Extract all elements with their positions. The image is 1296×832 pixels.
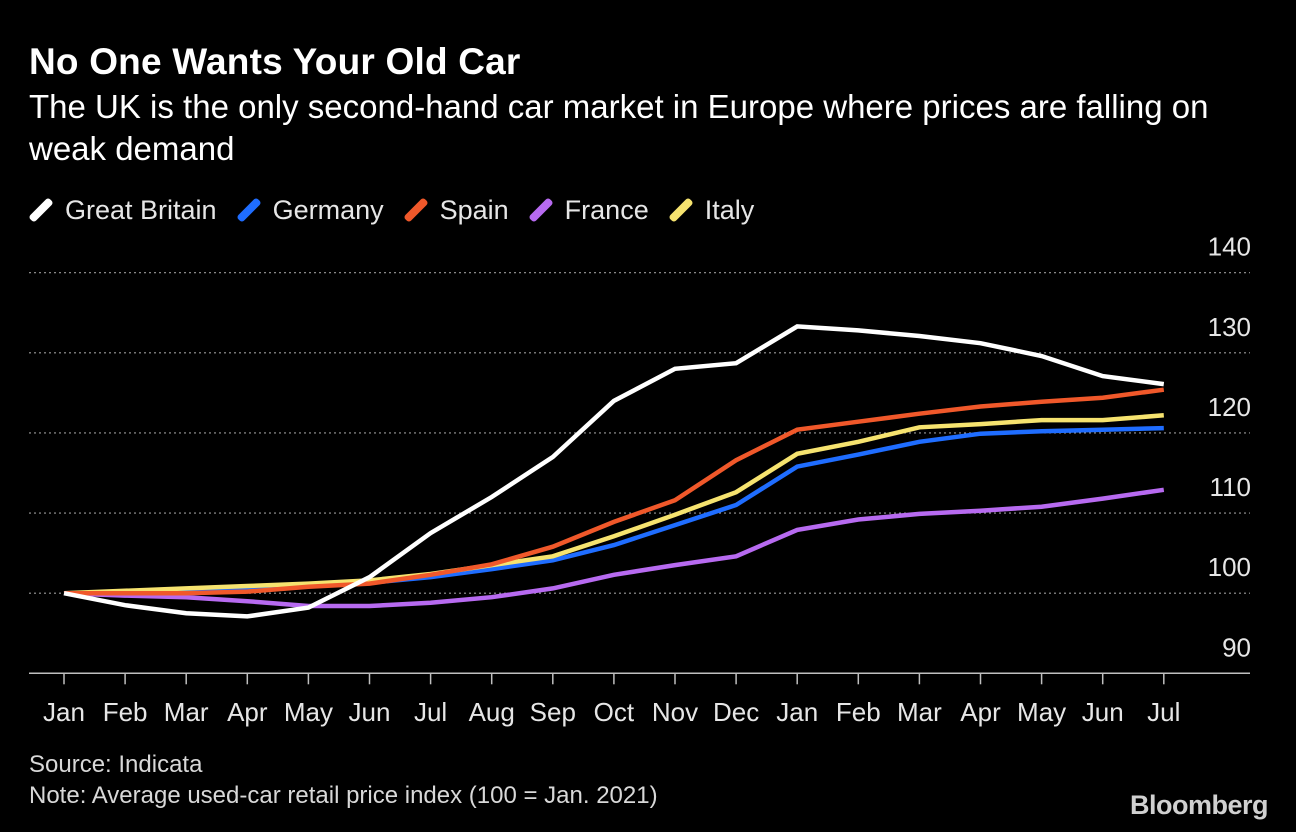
series-line-france (63, 487, 1165, 609)
x-tick-label: Jun (349, 697, 391, 727)
legend-item-germany: Germany (235, 194, 384, 226)
x-tick-label: Jul (1147, 697, 1180, 727)
series-line-great-britain (63, 324, 1165, 619)
x-tick-label: Feb (103, 697, 148, 727)
y-tick-label: 100 (1208, 552, 1251, 582)
x-tick-label: Jan (43, 697, 85, 727)
y-tick-label: 140 (1208, 232, 1251, 262)
legend-item-spain: Spain (402, 194, 509, 226)
series-line-spain (64, 387, 1165, 596)
x-tick-label: May (1017, 697, 1066, 727)
x-tick-label: Oct (594, 697, 635, 727)
x-tick-label: Dec (713, 697, 759, 727)
legend-item-italy: Italy (667, 194, 755, 226)
x-tick-label: Jan (776, 697, 818, 727)
x-tick-label: Feb (836, 697, 881, 727)
legend-label: France (564, 194, 649, 225)
x-tick-label: Aug (469, 697, 515, 727)
legend-label: Italy (704, 194, 755, 225)
x-tick-label: Jul (414, 697, 447, 727)
series-line-italy (63, 413, 1164, 596)
footnote: Note: Average used-car retail price inde… (29, 782, 658, 809)
y-tick-label: 110 (1210, 472, 1251, 502)
chart-subtitle: The UK is the only second-hand car marke… (29, 88, 1209, 167)
legend-item-great-britain: Great Britain (28, 194, 217, 226)
legend-label: Spain (439, 194, 509, 225)
source-note: Source: Indicata (29, 751, 203, 778)
legend-item-france: France (527, 194, 649, 226)
x-tick-label: Mar (897, 697, 942, 727)
legend-label: Germany (272, 194, 384, 225)
y-tick-label: 120 (1208, 392, 1251, 422)
x-tick-label: May (284, 697, 333, 727)
series-line-germany (63, 425, 1164, 596)
chart-title: No One Wants Your Old Car (29, 41, 521, 82)
bloomberg-logo: Bloomberg (1129, 790, 1269, 820)
x-tick-label: Jun (1082, 697, 1124, 727)
legend-label: Great Britain (65, 194, 217, 225)
y-tick-label: 130 (1208, 312, 1251, 342)
x-tick-label: Nov (652, 697, 698, 727)
x-tick-label: Apr (227, 697, 268, 727)
x-tick-label: Sep (530, 697, 576, 727)
x-tick-label: Mar (164, 697, 209, 727)
x-tick-label: Apr (960, 697, 1001, 727)
legend: Great Britain Germany Spain France Italy (28, 190, 776, 230)
y-tick-label: 90 (1222, 632, 1251, 662)
